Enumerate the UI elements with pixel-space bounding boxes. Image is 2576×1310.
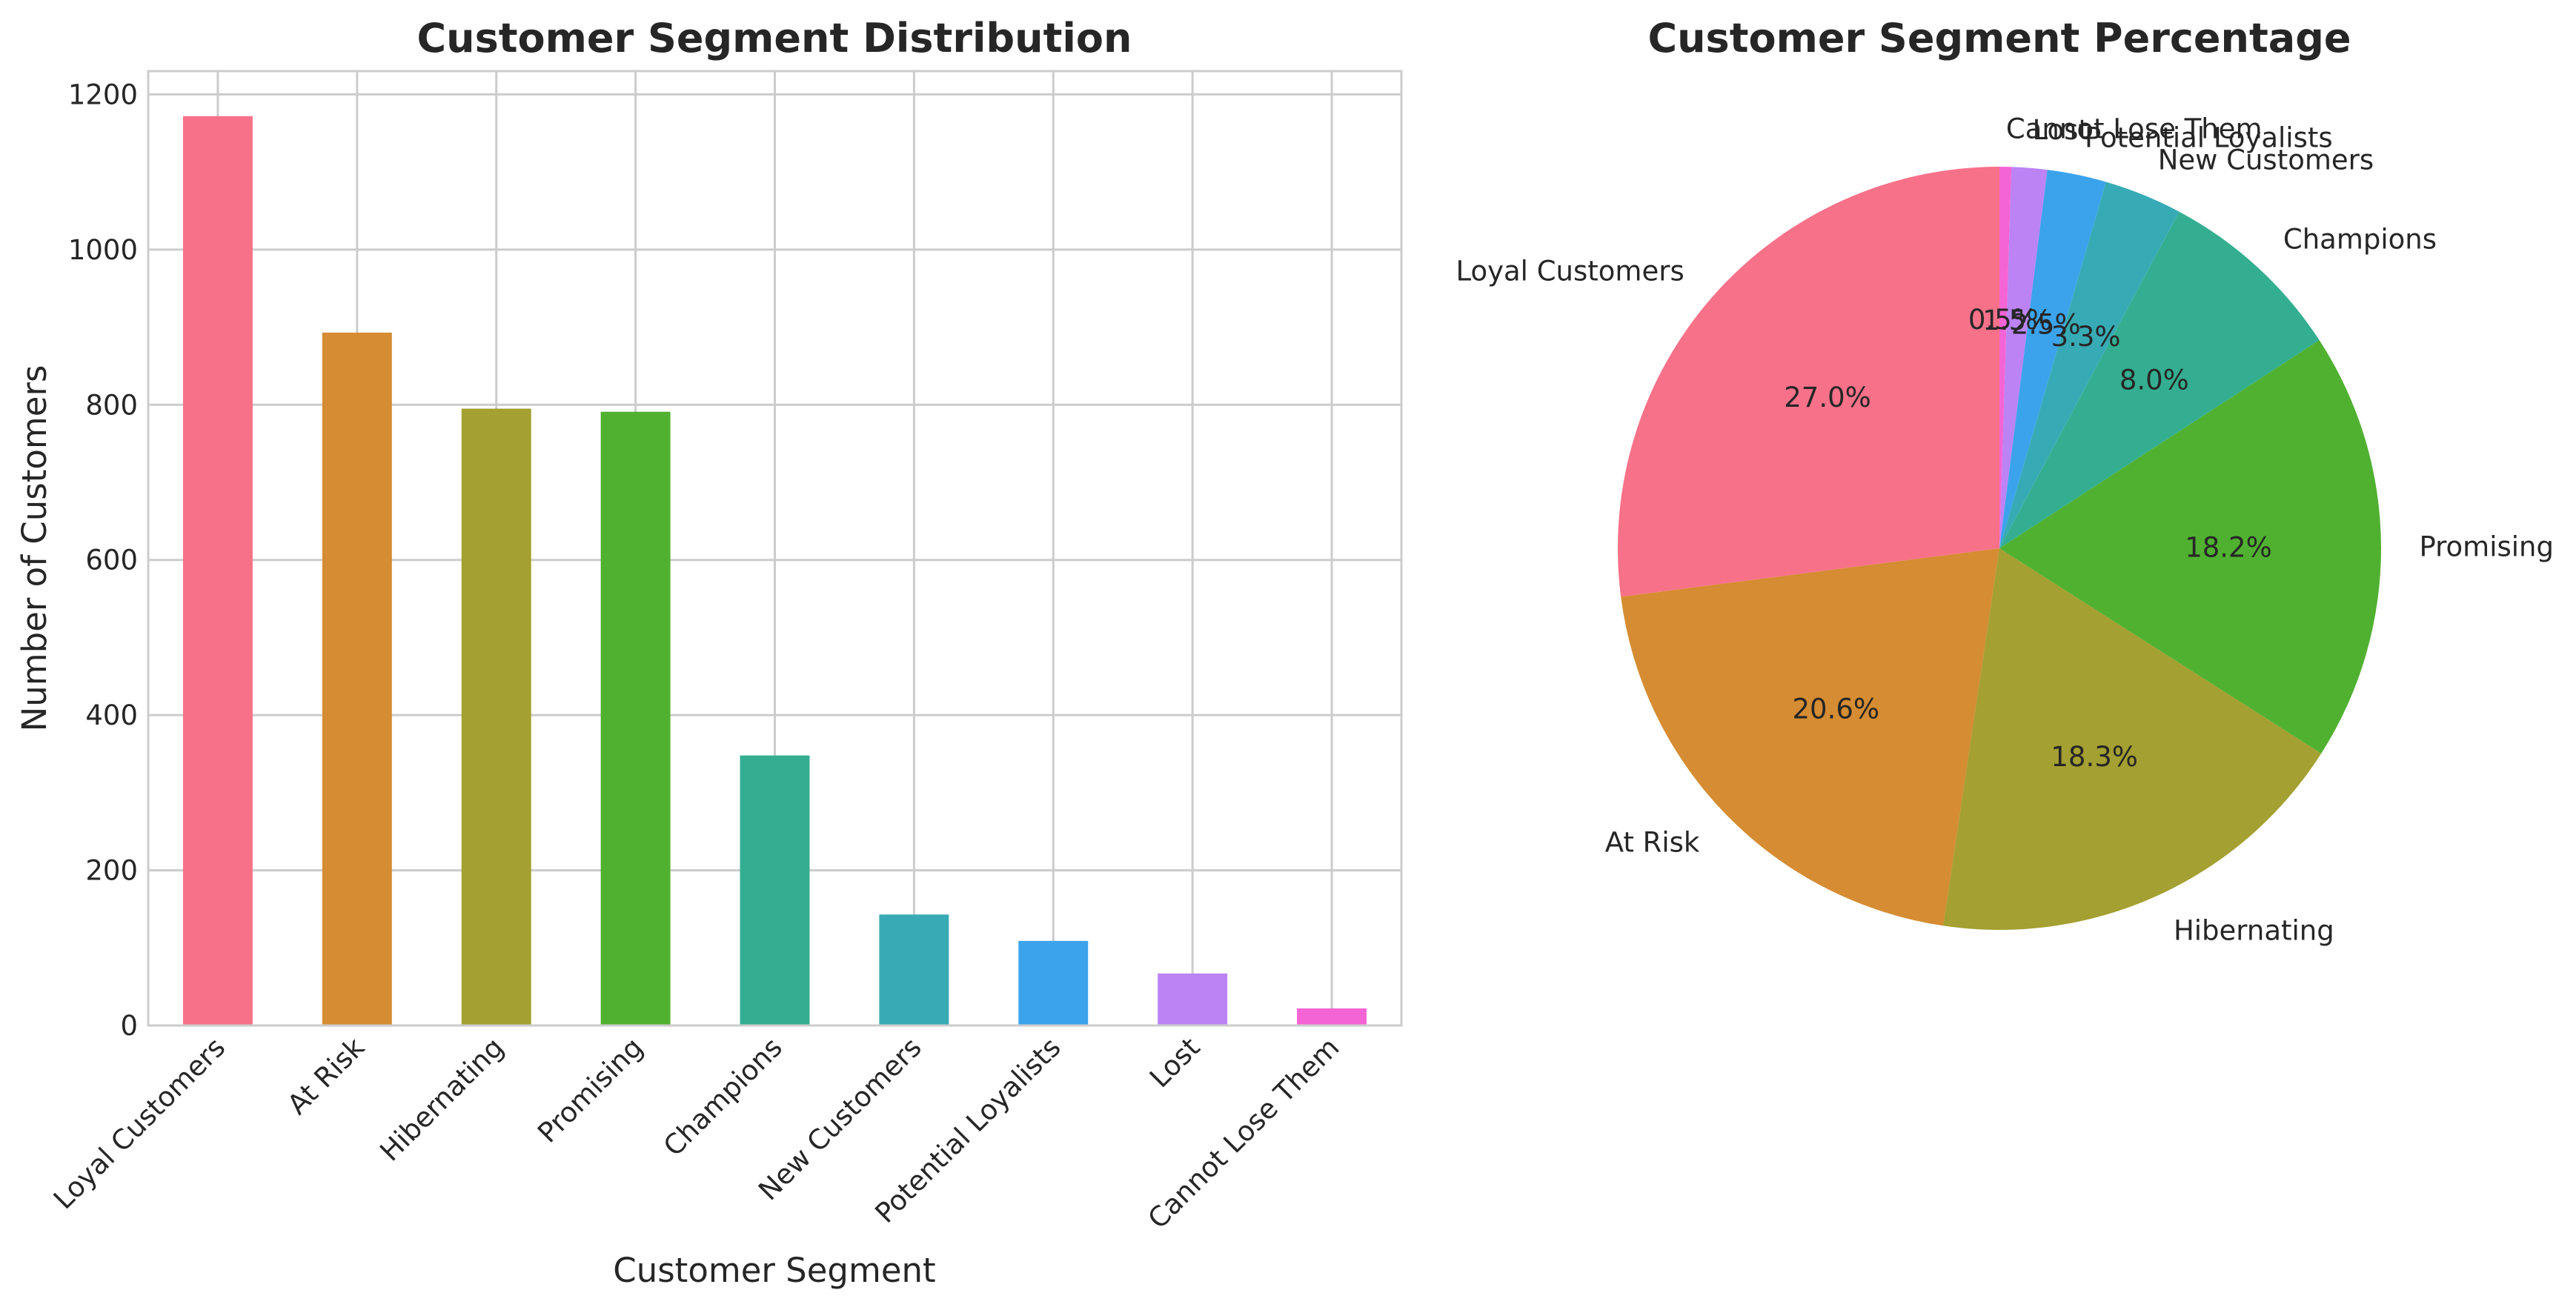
y-tick-label: 600 [85, 545, 138, 576]
pie-percent: 27.0% [1784, 382, 1871, 413]
pie-percent: 18.3% [2051, 741, 2138, 773]
pie-percent-labels: 27.0% 20.6% 18.3% 18.2% 8.0% 3.3%2.5%1.5%0.5% [1784, 304, 2272, 773]
pie-slice-at-risk [1621, 548, 1999, 926]
pie-percent: 18.2% [2185, 532, 2272, 564]
pie-label: Hibernating [2174, 914, 2334, 946]
bar-lost [1158, 973, 1228, 1025]
bar-champions [740, 755, 810, 1025]
bar-promising [600, 411, 671, 1025]
bar-cannot-lose-them [1297, 1008, 1367, 1025]
pie-slice-cannot-lose-them [1999, 167, 2012, 548]
bar-x-axis-label: Customer Segment [613, 1251, 935, 1290]
pie-label: Lost [2032, 114, 2088, 146]
pie-label: Cannot Lose Them [2006, 113, 2263, 145]
y-tick-label: 0 [120, 1010, 138, 1042]
pie-label: Potential Loyalists [2085, 122, 2333, 153]
bar-loyal-customers [182, 116, 253, 1025]
pie-chart-title: Customer Segment Percentage [1647, 15, 2351, 61]
pie-label: Champions [2283, 223, 2437, 255]
x-tick-label: Promising [531, 1031, 649, 1149]
y-tick-label: 1200 [68, 79, 138, 110]
pie-slice-promising [1999, 340, 2381, 754]
pie-percent: 0.5% [1968, 304, 2038, 336]
bar-potential-loyalists [1018, 940, 1089, 1025]
pie-slice-new-customers [1999, 182, 2180, 548]
pie-label: At Risk [1605, 826, 1700, 858]
x-tick-label: Loyal Customers [47, 1031, 231, 1215]
pie-label: Loyal Customers [1456, 256, 1684, 287]
bar-plot-frame [147, 70, 1403, 1027]
bar-hibernating [461, 408, 531, 1025]
x-tick-label: Champions [657, 1031, 789, 1163]
pie-percent: 20.6% [1793, 693, 1880, 725]
pie-percent: 2.5% [2011, 308, 2081, 340]
pie-chart: Customer Segment Percentage Loyal Custom… [1456, 15, 2554, 946]
bar-chart: Customer Segment Distribution 0 200 400 600… [15, 15, 1403, 1290]
bar-new-customers [879, 914, 949, 1025]
pie-percent: 1.5% [1982, 305, 2052, 336]
pie-percent: 8.0% [2119, 364, 2189, 396]
bar-y-axis-label: Number of Customers [15, 365, 54, 732]
pie-slices [1618, 167, 2381, 931]
y-tick-label: 1000 [68, 234, 138, 266]
bar-series [182, 116, 1367, 1025]
y-tick-label: 800 [85, 389, 138, 421]
pie-label: New Customers [2158, 144, 2374, 176]
x-tick-label: At Risk [282, 1031, 371, 1121]
bar-gridlines [148, 71, 1401, 1027]
pie-slice-potential-loyalists [1999, 170, 2106, 549]
pie-slice-hibernating [1943, 548, 2322, 931]
pie-slice-champions [1999, 211, 2320, 548]
x-tick-label: Hibernating [374, 1031, 510, 1168]
pie-percent: 3.3% [2051, 321, 2121, 353]
bar-x-tick-labels: Loyal Customers At Risk Hibernating Promisi… [47, 1031, 1345, 1235]
pie-slice-lost [1999, 167, 2048, 548]
y-tick-label: 200 [85, 855, 138, 887]
y-tick-label: 400 [85, 699, 138, 731]
bar-chart-title: Customer Segment Distribution [417, 15, 1132, 61]
pie-slice-loyal-customers [1618, 167, 1999, 597]
bar-at-risk [322, 332, 392, 1025]
pie-label: Promising [2419, 531, 2554, 562]
x-tick-label: Lost [1143, 1031, 1206, 1094]
bar-y-tick-labels: 0 200 400 600 800 1000 1200 [68, 79, 138, 1042]
pie-labels: Loyal Customers At Risk Hibernating Promisi… [1456, 113, 2554, 947]
